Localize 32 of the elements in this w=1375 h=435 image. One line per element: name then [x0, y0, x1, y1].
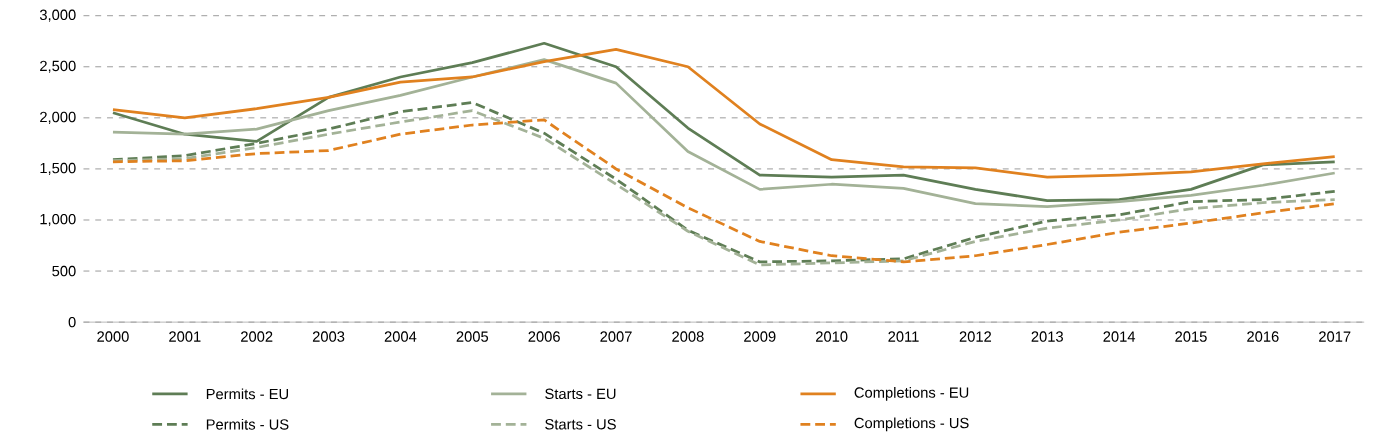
- x-tick-label: 2014: [1103, 331, 1136, 342]
- x-tick-label: 2012: [959, 331, 992, 342]
- legend-label: Starts - US: [545, 419, 616, 430]
- y-tick-label: 2,000: [40, 111, 76, 124]
- x-tick-label: 2009: [744, 331, 776, 342]
- x-tick-label: 2005: [456, 331, 489, 342]
- line-series: [111, 48, 1337, 179]
- y-tick-label: 1,500: [40, 162, 76, 175]
- x-tick-label: 2017: [1319, 331, 1351, 342]
- x-tick-label: 2008: [672, 331, 704, 342]
- x-tick-label: 2011: [888, 331, 919, 342]
- legend-label: Starts - EU: [545, 388, 616, 400]
- y-tick-label: 0: [68, 316, 76, 328]
- legend-label: Permits - EU: [206, 388, 288, 400]
- x-tick-label: 2010: [816, 331, 848, 342]
- legend-label: Completions - US: [854, 417, 969, 432]
- x-tick-label: 2015: [1175, 331, 1207, 342]
- legend-label: Permits - US: [206, 418, 289, 430]
- x-tick-label: 2002: [241, 331, 273, 342]
- x-tick-label: 2001: [169, 331, 201, 342]
- x-tick-label: 2003: [312, 331, 345, 342]
- x-tick-label: 2006: [528, 331, 560, 342]
- x-tick-label: 2016: [1247, 331, 1279, 342]
- x-tick-label: 2013: [1031, 331, 1063, 342]
- x-tick-label: 2000: [97, 331, 129, 342]
- y-tick-label: 2,500: [40, 60, 76, 73]
- legend-label: Completions - EU: [854, 386, 969, 401]
- x-tick-label: 2004: [384, 331, 417, 342]
- y-tick-label: 3,000: [39, 9, 76, 22]
- x-tick-label: 2007: [600, 331, 632, 342]
- y-tick-label: 500: [52, 265, 76, 277]
- y-tick-label: 1,000: [40, 213, 76, 227]
